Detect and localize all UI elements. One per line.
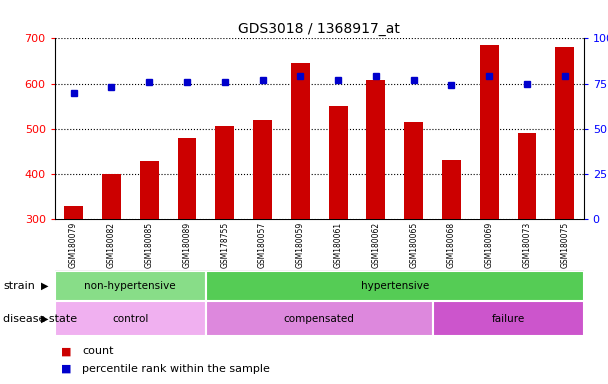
Text: GSM180062: GSM180062	[371, 222, 381, 268]
Bar	[140, 161, 159, 219]
Bar	[329, 106, 348, 219]
Text: GSM180073: GSM180073	[522, 222, 531, 268]
Text: disease state: disease state	[3, 314, 77, 324]
Title: GDS3018 / 1368917_at: GDS3018 / 1368917_at	[238, 22, 400, 36]
Text: ■: ■	[61, 346, 71, 356]
Text: GSM180065: GSM180065	[409, 222, 418, 268]
Text: GSM180082: GSM180082	[107, 222, 116, 268]
Bar	[291, 63, 309, 219]
Bar	[55, 301, 206, 336]
Text: GSM180085: GSM180085	[145, 222, 154, 268]
Text: GSM180079: GSM180079	[69, 222, 78, 268]
Bar	[102, 174, 121, 219]
Bar	[178, 138, 196, 219]
Bar	[432, 301, 584, 336]
Text: GSM180057: GSM180057	[258, 222, 267, 268]
Bar	[64, 206, 83, 219]
Text: GSM180059: GSM180059	[296, 222, 305, 268]
Text: failure: failure	[491, 314, 525, 324]
Text: GSM180069: GSM180069	[485, 222, 494, 268]
Text: GSM180061: GSM180061	[334, 222, 342, 268]
Bar	[480, 45, 499, 219]
Text: GSM180068: GSM180068	[447, 222, 456, 268]
Bar	[206, 271, 584, 301]
Text: percentile rank within the sample: percentile rank within the sample	[82, 364, 270, 374]
Bar	[55, 271, 206, 301]
Text: GSM180089: GSM180089	[182, 222, 192, 268]
Bar	[442, 160, 461, 219]
Bar	[206, 301, 432, 336]
Text: strain: strain	[3, 281, 35, 291]
Text: ■: ■	[61, 364, 71, 374]
Text: GSM178755: GSM178755	[220, 222, 229, 268]
Text: count: count	[82, 346, 114, 356]
Text: hypertensive: hypertensive	[361, 281, 429, 291]
Bar	[215, 126, 234, 219]
Text: ▶: ▶	[41, 281, 49, 291]
Bar	[253, 120, 272, 219]
Bar	[517, 133, 536, 219]
Text: ▶: ▶	[41, 314, 49, 324]
Bar	[555, 47, 574, 219]
Text: non-hypertensive: non-hypertensive	[85, 281, 176, 291]
Bar	[404, 122, 423, 219]
Text: GSM180075: GSM180075	[561, 222, 569, 268]
Bar	[367, 80, 385, 219]
Text: compensated: compensated	[284, 314, 354, 324]
Text: control: control	[112, 314, 148, 324]
